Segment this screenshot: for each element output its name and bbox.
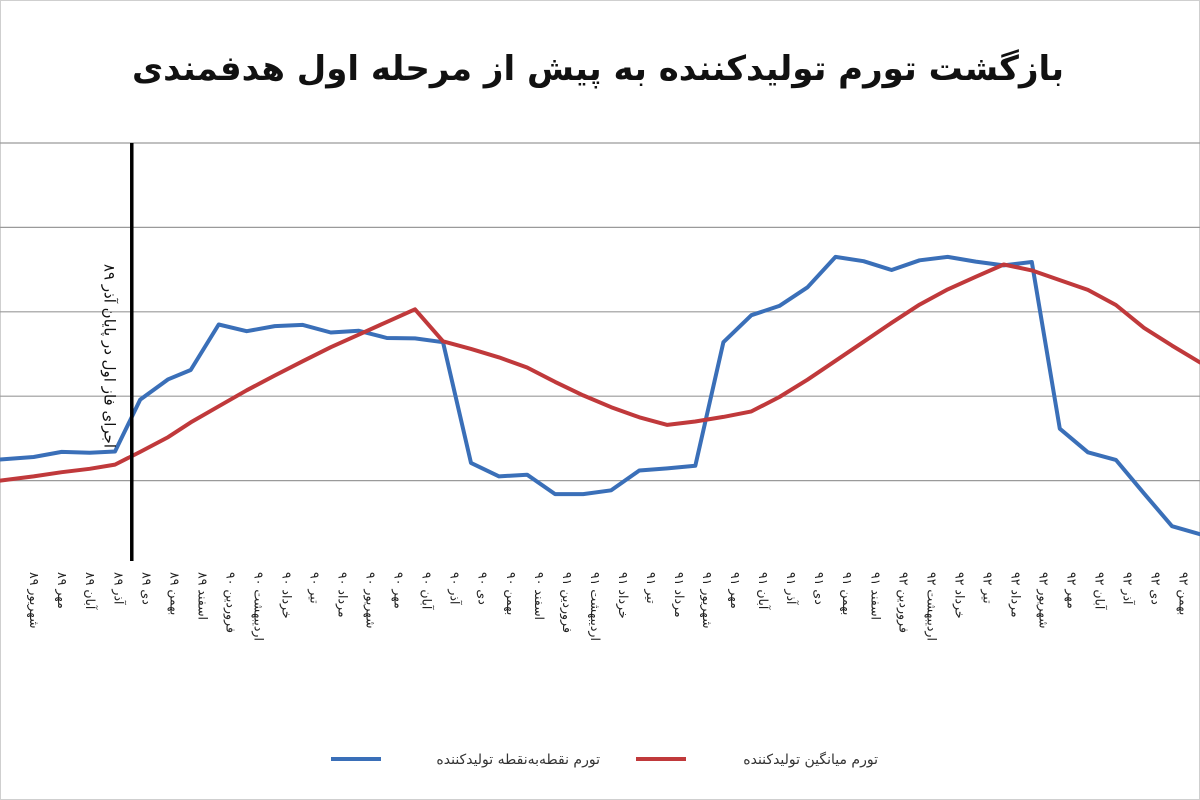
x-tick-label: تیر ۹۱ — [643, 572, 659, 604]
x-tick-label: شهریور ۹۰ — [363, 572, 379, 629]
legend-label-1: تورم نقطه‌به‌نقطه تولیدکننده — [436, 752, 600, 768]
series-layer — [0, 254, 1200, 537]
x-tick-label: خرداد ۹۰ — [279, 572, 295, 619]
x-tick-label: دی ۹۲ — [1149, 572, 1164, 605]
x-tick-label: آبان ۹۱ — [756, 572, 771, 610]
x-tick-label: فروردین ۹۰ — [222, 572, 238, 633]
series-line-1 — [0, 254, 1200, 537]
x-tick-label: آبان ۹۰ — [420, 572, 435, 610]
x-tick-label: بهمن ۹۱ — [839, 572, 855, 615]
x-tick-label: مهر ۹۰ — [391, 572, 407, 609]
x-tick-label: آذر ۹۱ — [783, 572, 799, 605]
x-tick-labels: شهریور ۸۹ مهر ۸۹ آبان ۸۹ آذر ۸۹ دی ۸۹ بهمن ۸۹… — [26, 572, 1192, 641]
x-tick-label: بهمن ۸۹ — [166, 572, 182, 615]
x-tick-label: شهریور ۹۱ — [699, 572, 715, 629]
x-tick-label: اسفند ۸۹ — [195, 572, 210, 620]
x-tick-label: دی ۹۰ — [476, 572, 491, 605]
x-tick-label: اردیبهشت ۹۲ — [923, 572, 939, 641]
x-tick-label: مرداد ۹۱ — [671, 572, 687, 618]
chart-title: بازگشت تورم تولیدکننده به پیش از مرحله ا… — [132, 49, 1064, 89]
x-tick-label: اردیبهشت ۹۱ — [587, 572, 603, 641]
x-tick-label: دی ۹۱ — [812, 572, 827, 605]
x-tick-label: شهریور ۸۹ — [26, 572, 42, 629]
x-tick-label: خرداد ۹۱ — [615, 572, 631, 619]
x-tick-label: آذر ۸۹ — [110, 572, 126, 605]
x-tick-label: خرداد ۹۲ — [951, 572, 967, 619]
x-tick-label: تیر ۹۰ — [307, 572, 323, 604]
x-tick-label: فروردین ۹۲ — [895, 572, 911, 633]
phase-annotation: اجرای فاز اول در پایان آذر ۸۹ — [99, 264, 118, 448]
x-tick-label: مهر ۸۹ — [54, 572, 70, 609]
x-tick-label: شهریور ۹۲ — [1036, 572, 1052, 629]
x-tick-label: بهمن ۹۲ — [1176, 572, 1192, 615]
grid — [0, 142, 1200, 482]
x-tick-label: فروردین ۹۱ — [559, 572, 575, 633]
x-tick-label: بهمن ۹۰ — [503, 572, 519, 615]
x-tick-label: اسفند ۹۱ — [868, 572, 883, 620]
legend-label-2: تورم میانگین تولیدکننده — [743, 751, 878, 768]
x-tick-label: اسفند ۹۰ — [532, 572, 547, 620]
x-tick-label: آذر ۹۰ — [447, 572, 463, 605]
x-tick-label: دی ۸۹ — [139, 572, 154, 605]
x-tick-label: آبان ۸۹ — [83, 572, 98, 610]
x-tick-label: تیر ۹۲ — [979, 572, 995, 604]
legend: تورم نقطه‌به‌نقطه تولیدکننده تورم میانگین… — [331, 751, 878, 768]
x-tick-label: مرداد ۹۲ — [1008, 572, 1024, 618]
x-tick-label: مهر ۹۲ — [1064, 572, 1080, 609]
annotation-layer: اجرای فاز اول در پایان آذر ۸۹ — [99, 143, 134, 561]
x-tick-label: آبان ۹۲ — [1093, 572, 1108, 610]
x-tick-label: آذر ۹۲ — [1120, 572, 1136, 605]
x-tick-label: مرداد ۹۰ — [335, 572, 351, 618]
series-line-2 — [0, 262, 1200, 483]
x-tick-label: اردیبهشت ۹۰ — [250, 572, 266, 641]
x-tick-label: مهر ۹۱ — [727, 572, 743, 609]
